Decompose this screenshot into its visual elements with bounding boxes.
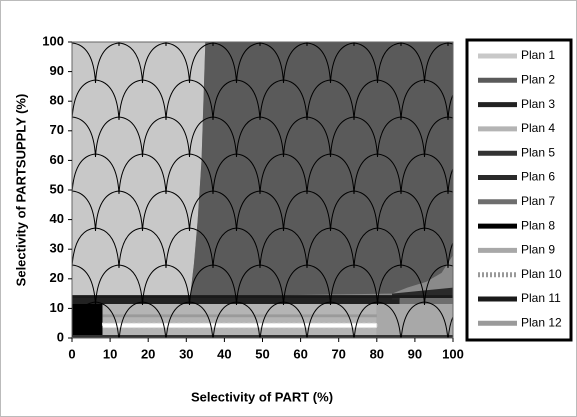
y-tick-label: 0 bbox=[57, 329, 64, 344]
x-tick-label: 70 bbox=[331, 346, 345, 361]
legend-label: Plan 10 bbox=[521, 267, 562, 281]
x-tick-label: 20 bbox=[141, 346, 155, 361]
legend-label: Plan 1 bbox=[521, 48, 555, 62]
scallop-arc bbox=[447, 315, 453, 338]
y-tick-label: 20 bbox=[50, 270, 64, 285]
legend-label: Plan 6 bbox=[521, 170, 555, 184]
x-axis-label: Selectivity of PART (%) bbox=[191, 389, 333, 404]
scallop-arc bbox=[72, 264, 96, 306]
y-axis-label: Selectivity of PARTSUPPLY (%) bbox=[13, 94, 28, 287]
legend-label: Plan 3 bbox=[521, 97, 555, 111]
scallop-arc bbox=[72, 190, 96, 232]
scallop-arc bbox=[72, 116, 96, 158]
x-tick-label: 50 bbox=[255, 346, 269, 361]
y-tick-label: 30 bbox=[50, 241, 64, 256]
legend-label: Plan 2 bbox=[521, 72, 555, 86]
y-tick-label: 100 bbox=[42, 33, 64, 48]
x-tick-label: 10 bbox=[103, 346, 117, 361]
plot-area bbox=[72, 42, 454, 338]
legend-label: Plan 11 bbox=[521, 291, 561, 305]
plan-region bbox=[72, 42, 206, 297]
plan-region bbox=[399, 298, 453, 304]
y-tick-label: 60 bbox=[50, 152, 64, 167]
plan-region bbox=[102, 314, 377, 318]
y-tick-label: 90 bbox=[50, 63, 64, 78]
legend-label: Plan 5 bbox=[521, 145, 555, 159]
x-tick-label: 40 bbox=[217, 346, 231, 361]
legend-label: Plan 7 bbox=[521, 194, 555, 208]
scallop-arc bbox=[447, 93, 453, 121]
x-tick-label: 100 bbox=[442, 346, 464, 361]
plan-region bbox=[72, 295, 453, 299]
y-tick-label: 10 bbox=[50, 300, 64, 315]
scallops bbox=[72, 42, 453, 338]
scallop-arc bbox=[447, 167, 453, 195]
plan-region bbox=[72, 335, 453, 338]
scallop-arc bbox=[72, 42, 96, 84]
plan-region bbox=[101, 322, 378, 329]
plan-region bbox=[102, 303, 377, 336]
legend-label: Plan 8 bbox=[521, 218, 555, 232]
legend-label: Plan 9 bbox=[521, 243, 555, 257]
legend-box bbox=[465, 38, 573, 342]
plan-region bbox=[376, 303, 453, 336]
plan-region bbox=[190, 42, 454, 297]
x-tick-label: 60 bbox=[293, 346, 307, 361]
y-tick-label: 50 bbox=[50, 181, 64, 196]
y-tick-label: 80 bbox=[50, 93, 64, 108]
plan-region bbox=[72, 303, 103, 336]
y-tick-label: 40 bbox=[50, 211, 64, 226]
legend-label: Plan 12 bbox=[521, 315, 562, 329]
y-tick-label: 70 bbox=[50, 122, 64, 137]
scallop-arc bbox=[447, 241, 453, 269]
x-tick-label: 0 bbox=[68, 346, 75, 361]
legend-label: Plan 4 bbox=[521, 121, 555, 135]
x-tick-label: 90 bbox=[408, 346, 422, 361]
x-tick-label: 30 bbox=[179, 346, 193, 361]
x-tick-label: 80 bbox=[370, 346, 384, 361]
